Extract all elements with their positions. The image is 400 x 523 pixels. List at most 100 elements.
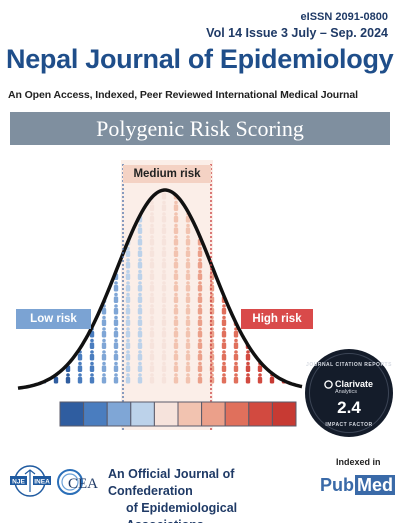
person-figure <box>245 200 251 211</box>
person-figure <box>53 281 59 292</box>
person-figure <box>77 361 83 372</box>
pubmed-med: Med <box>355 475 395 495</box>
person-figure <box>65 292 71 303</box>
person-figure <box>65 200 71 211</box>
person-figure <box>245 246 251 257</box>
badge-impact-text: IMPACT FACTOR <box>325 422 373 428</box>
person-figure <box>101 281 107 292</box>
person-figure <box>221 235 227 246</box>
person-figure <box>101 338 107 349</box>
inea-logo-text: INEA <box>34 479 50 486</box>
person-figure <box>77 281 83 292</box>
person-figure <box>137 304 143 315</box>
person-figure <box>173 304 179 315</box>
person-figure <box>209 350 215 361</box>
person-figure <box>41 292 47 303</box>
person-figure <box>113 200 119 211</box>
cea-logo-text: CEA <box>68 476 98 492</box>
person-figure <box>113 223 119 234</box>
person-figure <box>113 315 119 326</box>
person-figure <box>269 223 275 234</box>
person-figure <box>269 246 275 257</box>
medium-risk-zone <box>121 160 213 430</box>
person-figure <box>101 246 107 257</box>
person-figure <box>53 223 59 234</box>
person-figure <box>233 223 239 234</box>
person-figure <box>89 200 95 211</box>
risk-scale-cell <box>153 401 179 427</box>
person-figure <box>221 269 227 280</box>
person-figure <box>149 258 155 269</box>
person-figure <box>221 350 227 361</box>
person-figure <box>281 281 287 292</box>
person-figure <box>185 315 191 326</box>
risk-scale-cell <box>83 401 108 427</box>
person-figure <box>161 373 167 384</box>
person-figure <box>185 361 191 372</box>
person-figure <box>101 269 107 280</box>
person-figure <box>77 235 83 246</box>
person-figure <box>257 269 263 280</box>
risk-scale-cell <box>130 401 155 427</box>
person-figure <box>221 190 227 200</box>
person-figure <box>149 373 155 384</box>
person-figure <box>101 315 107 326</box>
official-line-2: of Epidemiological Associations <box>126 501 238 523</box>
badge-brand: Clarivate <box>335 379 374 389</box>
person-figure <box>281 361 287 372</box>
person-figure <box>173 200 179 211</box>
person-figure <box>173 373 179 384</box>
person-figure <box>125 361 131 372</box>
bell-curve-illustration <box>17 160 303 432</box>
person-figure <box>41 361 47 372</box>
person-figure <box>269 292 275 303</box>
bell-curve-line <box>17 188 303 390</box>
person-figure <box>233 246 239 257</box>
person-figure <box>89 292 95 303</box>
person-figure <box>281 190 287 200</box>
person-figure <box>89 246 95 257</box>
person-figure <box>41 223 47 234</box>
person-figure <box>281 246 287 257</box>
person-figure <box>233 269 239 280</box>
person-figure <box>137 258 143 269</box>
person-figure <box>257 246 263 257</box>
person-figure <box>173 246 179 257</box>
person-figure <box>149 200 155 211</box>
impact-factor-badge: JOURNAL CITATION REPORTS Clarivate Analy… <box>305 349 393 437</box>
person-figure <box>137 361 143 372</box>
person-figure <box>125 281 131 292</box>
person-figure <box>113 246 119 257</box>
person-figure <box>125 304 131 315</box>
official-journal-text: An Official Journal of Confederation of … <box>108 466 308 523</box>
badge-jcr-text: JOURNAL CITATION REPORTS <box>306 362 392 368</box>
person-figure <box>89 269 95 280</box>
person-figure <box>185 373 191 384</box>
person-figure <box>77 212 83 223</box>
person-figure <box>221 258 227 269</box>
person-figure <box>197 373 203 384</box>
person-figure <box>269 235 275 246</box>
person-figure <box>137 246 143 257</box>
person-figure <box>221 338 227 349</box>
person-figure <box>281 269 287 280</box>
person-figure <box>197 281 203 292</box>
person-figure <box>257 200 263 211</box>
person-figure <box>173 258 179 269</box>
person-figure <box>65 269 71 280</box>
person-figure <box>53 292 59 303</box>
person-figure <box>89 373 95 384</box>
person-figure <box>149 223 155 234</box>
person-figure <box>221 315 227 326</box>
person-figure <box>125 327 131 338</box>
person-figure <box>221 200 227 211</box>
person-figure <box>281 350 287 361</box>
person-figure <box>113 281 119 292</box>
person-figure <box>269 200 275 211</box>
journal-title: Nepal Journal of Epidemiology <box>6 44 394 74</box>
person-figure <box>281 258 287 269</box>
person-figure <box>221 361 227 372</box>
person-figure <box>245 373 251 384</box>
clarivate-icon <box>324 380 333 389</box>
person-figure <box>161 350 167 361</box>
